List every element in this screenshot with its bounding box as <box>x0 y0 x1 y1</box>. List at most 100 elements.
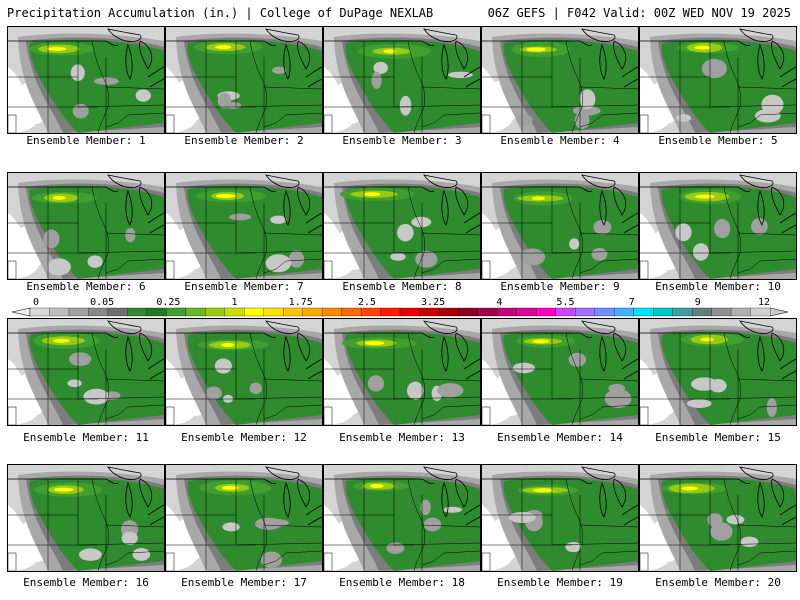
ensemble-map-panel <box>481 26 639 134</box>
member-label-prefix: Ensemble Member: <box>184 134 297 147</box>
member-label-prefix: Ensemble Member: <box>342 134 455 147</box>
precip-map <box>324 465 480 571</box>
precip-map <box>8 465 164 571</box>
ensemble-member-label: Ensemble Member: 4 <box>481 134 639 147</box>
member-label-prefix: Ensemble Member: <box>500 134 613 147</box>
scale-color-bin <box>360 307 382 317</box>
ensemble-member-label: Ensemble Member: 5 <box>639 134 797 147</box>
ensemble-member-label: Ensemble Member: 19 <box>481 576 639 589</box>
ensemble-map-panel <box>7 26 165 134</box>
member-number: 16 <box>135 576 149 589</box>
ensemble-map-panel <box>639 172 797 280</box>
scale-color-bin <box>263 307 284 317</box>
scale-color-bin <box>419 307 440 317</box>
member-number: 3 <box>454 134 462 147</box>
scale-color-bin <box>302 307 323 317</box>
precip-map <box>482 465 638 571</box>
precip-map <box>640 319 796 425</box>
ensemble-map-panel <box>481 318 639 426</box>
scale-tick-label: 5.5 <box>556 297 574 308</box>
member-number: 13 <box>451 431 465 444</box>
member-label-prefix: Ensemble Member: <box>497 576 610 589</box>
member-number: 1 <box>138 134 146 147</box>
member-number: 20 <box>767 576 781 589</box>
ensemble-member-label: Ensemble Member: 10 <box>639 280 797 293</box>
scale-max-arrow <box>769 307 789 317</box>
scale-color-bin <box>750 307 771 317</box>
ensemble-map-panel <box>7 464 165 572</box>
scale-color-bin <box>341 307 362 317</box>
member-label-prefix: Ensemble Member: <box>181 431 294 444</box>
ensemble-map-panel <box>481 172 639 280</box>
ensemble-member-label: Ensemble Member: 17 <box>165 576 323 589</box>
member-number: 10 <box>767 280 781 293</box>
ensemble-map-panel <box>639 318 797 426</box>
member-number: 4 <box>612 134 620 147</box>
precip-map <box>166 319 322 425</box>
scale-color-bin <box>185 307 206 317</box>
member-number: 2 <box>296 134 304 147</box>
scale-tick-label: 4 <box>496 297 502 308</box>
scale-color-bin <box>205 307 226 317</box>
scale-color-bin <box>730 307 752 317</box>
member-label-prefix: Ensemble Member: <box>339 576 452 589</box>
ensemble-map-panel <box>7 318 165 426</box>
member-number: 6 <box>138 280 146 293</box>
precip-map <box>482 173 638 279</box>
member-label-prefix: Ensemble Member: <box>181 576 294 589</box>
scale-color-bin <box>127 307 148 317</box>
scale-tick-label: 1 <box>232 297 238 308</box>
member-label-prefix: Ensemble Member: <box>23 431 136 444</box>
ensemble-map-panel <box>323 26 481 134</box>
scale-color-bin <box>458 307 479 317</box>
scale-min-arrow <box>11 307 31 317</box>
scale-tick-label: 0.25 <box>156 297 180 308</box>
precip-map <box>8 319 164 425</box>
precip-map <box>166 173 322 279</box>
member-label-prefix: Ensemble Member: <box>500 280 613 293</box>
member-number: 12 <box>293 431 307 444</box>
ensemble-member-label: Ensemble Member: 13 <box>323 431 481 444</box>
member-number: 19 <box>609 576 623 589</box>
scale-color-bin <box>594 307 615 317</box>
ensemble-member-label: Ensemble Member: 15 <box>639 431 797 444</box>
scale-color-bin <box>438 307 459 317</box>
scale-color-bin <box>711 307 732 317</box>
precip-map <box>324 319 480 425</box>
precip-map <box>166 465 322 571</box>
scale-color-bin <box>614 307 635 317</box>
ensemble-member-label: Ensemble Member: 2 <box>165 134 323 147</box>
precip-map <box>324 27 480 133</box>
member-label-prefix: Ensemble Member: <box>23 576 136 589</box>
scale-color-bin <box>244 307 265 317</box>
member-number: 17 <box>293 576 307 589</box>
scale-color-bin <box>653 307 674 317</box>
member-number: 15 <box>767 431 781 444</box>
ensemble-member-label: Ensemble Member: 14 <box>481 431 639 444</box>
scale-color-bin <box>691 307 713 317</box>
precip-map <box>482 319 638 425</box>
scale-color-bin <box>477 307 498 317</box>
ensemble-map-panel <box>639 26 797 134</box>
ensemble-member-label: Ensemble Member: 16 <box>7 576 165 589</box>
scale-color-bin <box>146 307 167 317</box>
member-label-prefix: Ensemble Member: <box>655 576 768 589</box>
ensemble-map-panel <box>165 464 323 572</box>
ensemble-member-label: Ensemble Member: 1 <box>7 134 165 147</box>
member-number: 14 <box>609 431 623 444</box>
scale-color-bin <box>283 307 304 317</box>
scale-color-bin <box>29 307 51 317</box>
precip-map <box>640 173 796 279</box>
scale-color-bin <box>536 307 557 317</box>
chart-title: Precipitation Accumulation (in.) | Colle… <box>7 6 434 20</box>
member-label-prefix: Ensemble Member: <box>26 280 139 293</box>
precip-map <box>166 27 322 133</box>
scale-tick-label: 0.05 <box>90 297 114 308</box>
ensemble-map-panel <box>165 318 323 426</box>
precip-map <box>482 27 638 133</box>
ensemble-member-label: Ensemble Member: 12 <box>165 431 323 444</box>
scale-tick-label: 2.5 <box>358 297 376 308</box>
precip-map <box>324 173 480 279</box>
member-label-prefix: Ensemble Member: <box>658 134 771 147</box>
member-label-prefix: Ensemble Member: <box>497 431 610 444</box>
